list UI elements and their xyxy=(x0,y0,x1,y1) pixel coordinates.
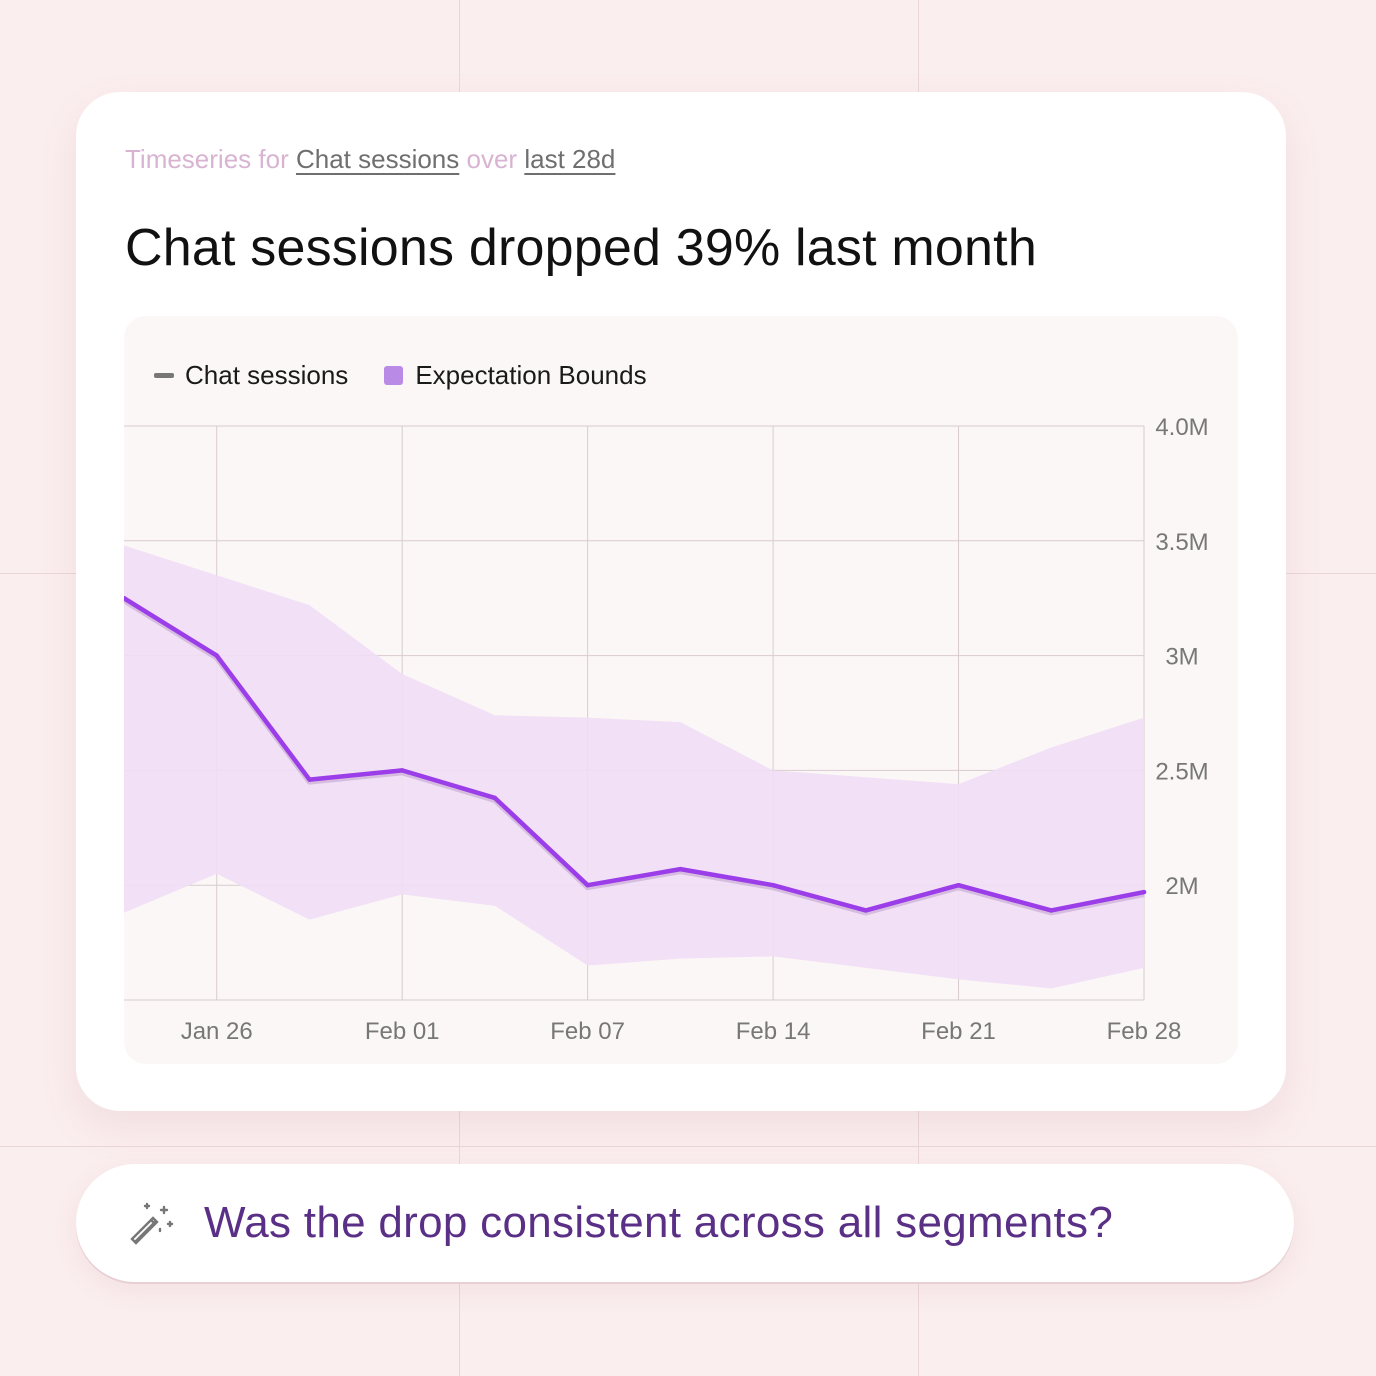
data-point xyxy=(956,883,961,888)
subtitle-prefix: Timeseries for xyxy=(125,144,289,174)
x-tick-label: Jan 26 xyxy=(181,1018,253,1045)
legend-area-marker xyxy=(384,366,404,385)
x-tick-label: Feb 01 xyxy=(365,1018,440,1045)
data-point xyxy=(678,866,683,872)
legend-line-marker xyxy=(154,373,174,378)
expectation-bounds-band xyxy=(124,545,1144,989)
subtitle-connector: over xyxy=(466,144,518,174)
legend-item-expectation-bounds[interactable]: Expectation Bounds xyxy=(384,360,647,391)
data-point xyxy=(585,883,590,888)
data-point xyxy=(1049,908,1054,913)
data-point xyxy=(1141,889,1147,895)
background-grid-line xyxy=(0,1146,1376,1147)
chart-panel: Chat sessions Expectation Bounds 2M 2.5M 3… xyxy=(124,316,1238,1064)
data-point xyxy=(399,768,405,773)
data-point xyxy=(214,653,219,658)
timeseries-chart: 2M 2.5M 3M 3.5M 4.0M Jan 26 Feb 01 Feb 07 Feb 1… xyxy=(124,414,1209,1045)
metric-link[interactable]: Chat sessions xyxy=(295,144,460,174)
x-tick-label: Feb 14 xyxy=(736,1018,811,1045)
timeseries-card: Timeseries for Chat sessions over last 2… xyxy=(76,92,1286,1111)
y-tick-label: 2M xyxy=(1165,873,1198,900)
series-line-chat-sessions xyxy=(124,595,1147,913)
data-point xyxy=(770,883,776,888)
y-axis-ticks: 2M 2.5M 3M 3.5M 4.0M xyxy=(1155,414,1208,900)
legend-label: Chat sessions xyxy=(185,360,349,390)
data-points xyxy=(124,596,1147,913)
chart-legend: Chat sessions Expectation Bounds xyxy=(154,360,683,391)
y-tick-label: 2.5M xyxy=(1155,758,1208,785)
data-point xyxy=(124,596,127,601)
x-tick-label: Feb 07 xyxy=(550,1018,625,1045)
legend-label: Expectation Bounds xyxy=(415,360,647,390)
y-tick-label: 4.0M xyxy=(1155,414,1208,441)
x-tick-label: Feb 28 xyxy=(1107,1018,1182,1045)
x-axis-ticks: Jan 26 Feb 01 Feb 07 Feb 14 Feb 21 Feb 28 xyxy=(181,1018,1182,1045)
follow-up-question[interactable]: Was the drop consistent across all segme… xyxy=(76,1164,1294,1282)
data-point xyxy=(307,777,312,782)
range-link[interactable]: last 28d xyxy=(524,144,616,174)
x-tick-label: Feb 21 xyxy=(921,1018,996,1045)
query-description: Timeseries for Chat sessions over last 2… xyxy=(125,144,615,175)
y-tick-label: 3M xyxy=(1165,644,1198,671)
data-point xyxy=(492,795,498,801)
y-tick-label: 3.5M xyxy=(1155,529,1208,556)
question-text: Was the drop consistent across all segme… xyxy=(204,1198,1114,1247)
magic-wand-icon xyxy=(130,1202,174,1245)
data-point xyxy=(863,908,869,913)
page-title: Chat sessions dropped 39% last month xyxy=(125,219,1037,277)
legend-item-chat-sessions[interactable]: Chat sessions xyxy=(154,360,348,391)
